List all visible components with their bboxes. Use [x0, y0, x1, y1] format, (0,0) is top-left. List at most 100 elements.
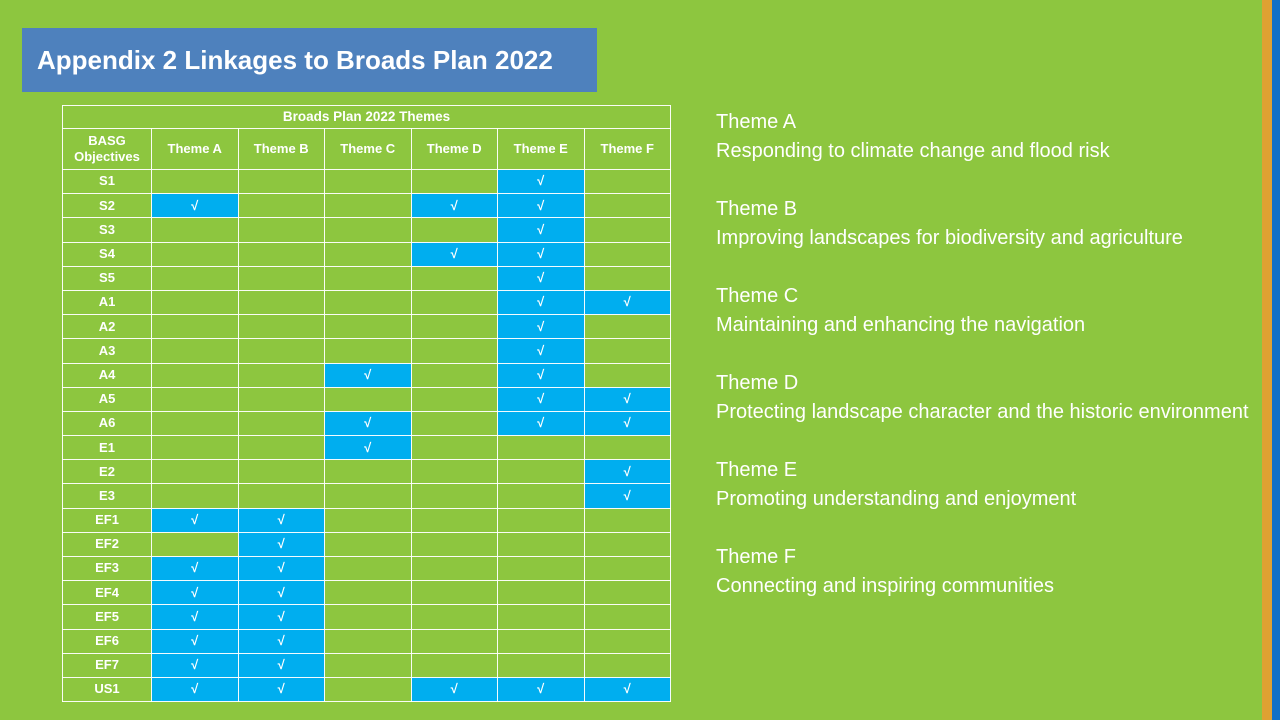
empty-cell	[410, 168, 498, 195]
objective-cell: EF5	[62, 604, 152, 630]
check-cell: √	[497, 362, 585, 388]
table-row: E2 √	[62, 459, 671, 485]
empty-cell	[237, 217, 325, 243]
empty-cell	[410, 338, 498, 364]
empty-cell	[324, 531, 412, 558]
empty-cell	[583, 193, 671, 219]
check-cell: √	[151, 628, 239, 654]
empty-cell	[410, 604, 498, 630]
empty-cell	[237, 193, 325, 219]
theme-name: Theme F	[716, 546, 797, 568]
empty-cell	[583, 314, 671, 340]
empty-cell	[151, 386, 239, 412]
empty-cell	[324, 386, 412, 412]
empty-cell	[324, 580, 412, 606]
empty-cell	[583, 338, 671, 364]
table-row: S2 √ √ √	[62, 193, 671, 219]
objective-cell: EF7	[62, 652, 152, 678]
empty-cell	[410, 435, 498, 461]
column-header-row: BASG Objectives Theme A Theme B Theme C The…	[62, 128, 671, 170]
empty-cell	[583, 241, 671, 267]
check-cell: √	[583, 289, 671, 316]
empty-cell	[324, 628, 412, 654]
check-cell: √	[583, 410, 671, 437]
empty-cell	[583, 580, 671, 606]
theme-name: Theme B	[716, 198, 798, 220]
check-icon: √	[537, 391, 545, 407]
empty-cell	[583, 362, 671, 388]
empty-cell	[410, 289, 498, 316]
empty-cell	[583, 217, 671, 243]
table-row: S5 √	[62, 265, 671, 291]
check-cell: √	[151, 676, 239, 703]
empty-cell	[237, 459, 325, 485]
empty-cell	[324, 289, 412, 316]
theme-description: Connecting and inspiring communities	[716, 575, 1054, 597]
table-row: S1 √	[62, 168, 671, 195]
table-row: EF4 √ √	[62, 580, 671, 606]
check-cell: √	[497, 338, 585, 364]
check-icon: √	[537, 681, 545, 697]
check-cell: √	[497, 410, 585, 437]
empty-cell	[237, 338, 325, 364]
objectives-header-cell: BASG Objectives	[62, 128, 152, 170]
theme-description: Improving landscapes for biodiversity an…	[716, 227, 1183, 249]
check-cell: √	[324, 410, 412, 437]
table-row: E3 √	[62, 483, 671, 509]
legend-item: Theme F Connecting and inspiring communit…	[716, 543, 1256, 601]
empty-cell	[237, 241, 325, 267]
check-cell: √	[151, 507, 239, 533]
empty-cell	[237, 362, 325, 388]
check-icon: √	[450, 681, 458, 697]
check-icon: √	[277, 560, 285, 576]
theme-description: Promoting understanding and enjoyment	[716, 488, 1077, 510]
linkage-table: Broads Plan 2022 Themes BASG Objectives …	[62, 105, 671, 703]
empty-cell	[497, 628, 585, 654]
linkage-matrix: Broads Plan 2022 Themes BASG Objectives …	[62, 105, 671, 703]
objective-cell: A6	[62, 410, 152, 437]
empty-cell	[497, 555, 585, 582]
empty-cell	[497, 604, 585, 630]
empty-cell	[324, 507, 412, 533]
check-icon: √	[191, 512, 199, 528]
table-row: EF7 √ √	[62, 652, 671, 678]
check-icon: √	[364, 415, 372, 431]
theme-name: Theme A	[716, 111, 797, 133]
check-icon: √	[277, 512, 285, 528]
check-icon: √	[537, 173, 545, 189]
empty-cell	[324, 604, 412, 630]
check-icon: √	[191, 681, 199, 697]
check-icon: √	[537, 294, 545, 310]
empty-cell	[583, 507, 671, 533]
empty-cell	[324, 676, 412, 703]
empty-cell	[583, 168, 671, 195]
objective-cell: US1	[62, 676, 152, 703]
empty-cell	[583, 265, 671, 291]
empty-cell	[324, 338, 412, 364]
empty-cell	[151, 338, 239, 364]
empty-cell	[151, 410, 239, 437]
empty-cell	[324, 217, 412, 243]
check-cell: √	[497, 265, 585, 291]
empty-cell	[410, 483, 498, 509]
empty-cell	[324, 483, 412, 509]
empty-cell	[497, 507, 585, 533]
empty-cell	[324, 241, 412, 267]
empty-cell	[237, 289, 325, 316]
objective-cell: E1	[62, 435, 152, 461]
objective-cell: EF3	[62, 555, 152, 582]
check-icon: √	[277, 608, 285, 624]
check-cell: √	[237, 555, 325, 582]
objective-cell: S4	[62, 241, 152, 267]
check-cell: √	[410, 193, 498, 219]
empty-cell	[237, 410, 325, 437]
check-cell: √	[237, 604, 325, 630]
right-edge-blue-stripe	[1272, 0, 1280, 720]
check-icon: √	[191, 560, 199, 576]
empty-cell	[324, 459, 412, 485]
empty-cell	[410, 652, 498, 678]
check-icon: √	[623, 681, 631, 697]
theme-column-header: Theme F	[583, 128, 671, 170]
empty-cell	[410, 555, 498, 582]
